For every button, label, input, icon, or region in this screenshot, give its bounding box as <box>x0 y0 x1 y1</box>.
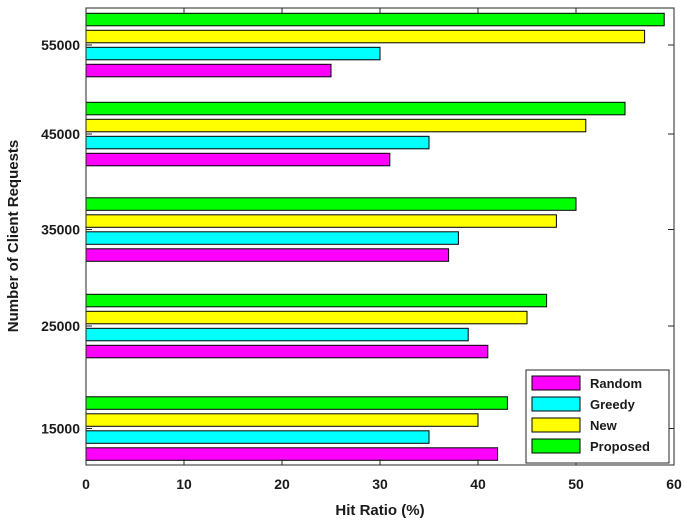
x-tick-label-10: 10 <box>176 476 192 492</box>
y-tick-label-45000: 45000 <box>41 126 80 142</box>
bar-new-15000 <box>85 413 479 427</box>
y-tick-label-35000: 35000 <box>41 222 80 238</box>
legend-label-greedy: Greedy <box>590 397 636 412</box>
y-axis-title: Number of Client Requests <box>5 140 22 333</box>
y-tick-label-55000: 55000 <box>41 37 80 53</box>
plot-frame <box>85 7 675 466</box>
bar-random-55000 <box>85 63 332 78</box>
bar-proposed-15000 <box>85 396 508 410</box>
bar-new-55000 <box>85 29 646 44</box>
y-tick-label-15000: 15000 <box>41 421 80 437</box>
legend-label-new: New <box>590 418 618 433</box>
y-tick-label-25000: 25000 <box>41 318 80 334</box>
legend-swatch-random <box>531 375 581 391</box>
ticks-group: 0 10 20 30 40 50 60 15000 25000 35000 45000 55000 <box>41 8 682 492</box>
bar-random-35000 <box>85 248 450 262</box>
legend-swatch-new <box>531 417 581 433</box>
legend-swatch-proposed <box>531 438 581 454</box>
bar-greedy-45000 <box>85 135 430 150</box>
bar-greedy-25000 <box>85 327 469 342</box>
legend: Random Greedy New Proposed <box>525 369 670 464</box>
x-axis-title: Hit Ratio (%) <box>335 502 424 519</box>
x-tick-label-30: 30 <box>372 476 388 492</box>
bar-new-45000 <box>85 118 587 133</box>
legend-label-random: Random <box>590 376 642 391</box>
bar-random-45000 <box>85 152 391 167</box>
bar-proposed-55000 <box>85 12 665 27</box>
bar-greedy-35000 <box>85 231 459 245</box>
bar-greedy-55000 <box>85 46 381 61</box>
bar-random-25000 <box>85 344 489 359</box>
bar-proposed-45000 <box>85 101 626 116</box>
legend-swatch-greedy <box>531 396 581 412</box>
x-tick-label-50: 50 <box>568 476 584 492</box>
bar-proposed-25000 <box>85 293 548 308</box>
x-tick-label-60: 60 <box>666 476 682 492</box>
x-tick-label-0: 0 <box>82 476 90 492</box>
x-tick-label-20: 20 <box>274 476 290 492</box>
bar-new-35000 <box>85 214 557 228</box>
legend-label-proposed: Proposed <box>590 439 650 454</box>
bar-greedy-15000 <box>85 430 430 444</box>
x-tick-label-40: 40 <box>470 476 486 492</box>
bar-new-25000 <box>85 310 528 325</box>
bar-proposed-35000 <box>85 197 577 211</box>
bar-random-15000 <box>85 447 499 461</box>
